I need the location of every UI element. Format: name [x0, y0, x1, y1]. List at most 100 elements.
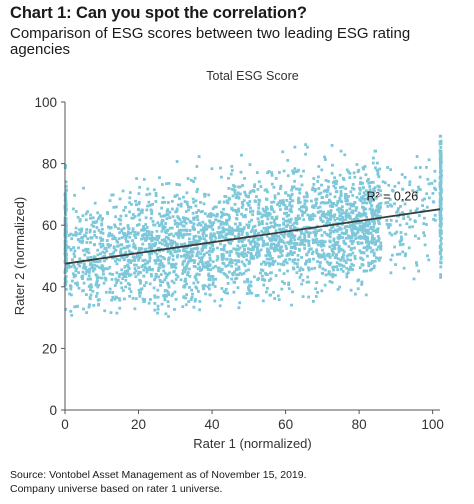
data-point	[359, 234, 362, 238]
data-point	[88, 296, 92, 299]
data-point	[202, 265, 205, 269]
data-point	[278, 204, 282, 208]
data-point	[104, 278, 108, 282]
data-point	[147, 200, 151, 204]
data-point	[195, 272, 199, 276]
data-point	[228, 261, 231, 264]
data-point	[347, 212, 350, 216]
data-point	[132, 257, 136, 261]
data-point	[370, 267, 373, 271]
data-point	[243, 280, 246, 284]
data-point	[205, 266, 209, 269]
data-point	[142, 268, 146, 272]
data-point	[346, 258, 350, 261]
data-point	[226, 263, 230, 267]
data-point	[218, 236, 221, 240]
data-point	[120, 256, 124, 259]
data-point	[69, 248, 73, 251]
data-point	[361, 195, 365, 198]
data-point	[390, 204, 394, 208]
data-point	[106, 267, 110, 271]
data-point	[308, 260, 312, 263]
data-point	[376, 170, 380, 174]
data-point	[417, 214, 421, 217]
data-point	[323, 201, 327, 205]
data-point	[121, 289, 125, 292]
data-point	[198, 256, 201, 260]
data-point	[98, 298, 101, 301]
data-point	[96, 279, 99, 282]
data-point	[333, 195, 337, 199]
data-point	[339, 186, 342, 189]
data-point	[368, 200, 372, 203]
data-point	[439, 265, 443, 269]
data-point	[137, 288, 141, 292]
data-point	[248, 291, 252, 295]
data-point	[316, 291, 319, 294]
data-point	[278, 268, 282, 272]
data-point	[372, 225, 376, 229]
data-point	[367, 194, 371, 198]
data-point	[425, 223, 428, 226]
data-point	[238, 252, 242, 256]
data-point	[197, 273, 201, 276]
data-point	[143, 262, 147, 266]
data-point	[330, 202, 334, 206]
data-point	[227, 196, 231, 200]
data-point	[272, 225, 276, 229]
data-point	[345, 266, 349, 270]
data-point	[128, 294, 131, 298]
data-point	[245, 195, 249, 198]
data-point	[201, 262, 205, 266]
data-point	[243, 214, 247, 217]
data-point	[211, 228, 215, 231]
data-point	[280, 254, 284, 257]
data-point	[325, 195, 329, 198]
data-point	[176, 275, 180, 279]
data-point	[283, 212, 286, 215]
y-tick-label: 100	[34, 95, 57, 110]
data-point	[355, 163, 359, 166]
data-point	[115, 281, 118, 285]
data-point	[178, 183, 181, 187]
data-point	[307, 280, 311, 284]
data-point	[329, 273, 333, 277]
data-point	[112, 251, 115, 255]
data-point	[262, 242, 266, 245]
data-point	[202, 253, 206, 257]
data-point	[214, 205, 218, 209]
data-point	[99, 214, 102, 217]
data-point	[291, 223, 295, 227]
data-point	[361, 222, 365, 226]
data-point	[401, 250, 405, 254]
data-point	[238, 301, 242, 305]
data-point	[85, 241, 89, 244]
data-point	[185, 264, 189, 268]
data-point	[302, 195, 306, 199]
data-point	[295, 271, 299, 275]
data-point	[183, 246, 187, 250]
data-point	[286, 174, 290, 178]
data-point	[272, 200, 276, 204]
data-point	[126, 240, 130, 244]
data-point	[368, 207, 372, 211]
data-point	[315, 248, 319, 252]
data-point	[92, 243, 96, 247]
data-point	[408, 225, 411, 229]
data-point	[99, 236, 102, 240]
data-point	[209, 233, 213, 236]
data-point	[182, 228, 186, 232]
data-point	[242, 199, 246, 202]
data-point	[99, 252, 102, 256]
data-point	[167, 258, 170, 262]
data-point	[439, 173, 443, 177]
data-point	[377, 257, 380, 260]
data-point	[170, 243, 173, 247]
data-point	[189, 297, 193, 301]
data-point	[189, 220, 193, 224]
data-point	[230, 226, 234, 230]
data-point	[238, 221, 242, 225]
data-point	[224, 288, 228, 291]
data-point	[246, 280, 250, 284]
data-point	[91, 289, 95, 293]
